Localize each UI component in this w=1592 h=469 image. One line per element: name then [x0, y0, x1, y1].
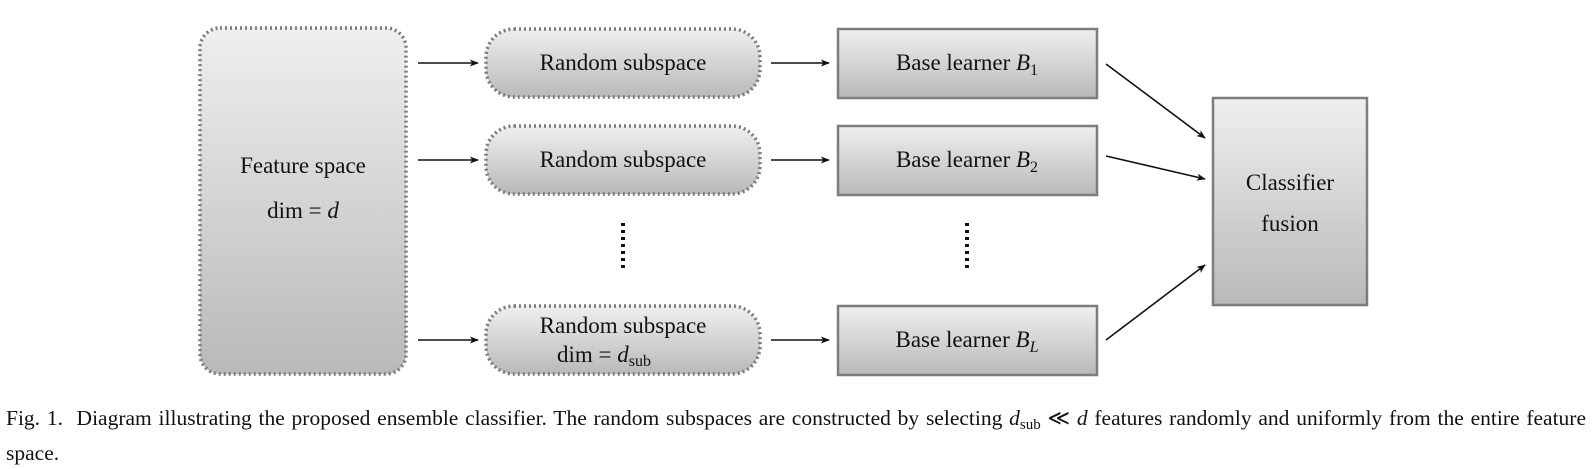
learner-label-L: Base learner BL — [895, 327, 1038, 356]
subspace-dim-L: dim = dsub — [557, 342, 651, 370]
subspace-label-1: Random subspace — [540, 50, 707, 75]
learner-label-1: Base learner B1 — [896, 50, 1038, 79]
learner-label-2: Base learner B2 — [896, 147, 1038, 176]
arrow-learner-2-to-fusion — [1105, 155, 1206, 181]
arrow-learner-L-to-fusion — [1105, 264, 1206, 341]
learner-box-2: Base learner B2 — [836, 124, 1099, 197]
subspace-box-2: Random subspace — [484, 124, 762, 196]
figure-caption: Fig. 1. Diagram illustrating the propose… — [6, 404, 1586, 467]
caption-var-d2: d — [1076, 406, 1088, 430]
subspace-box-L: Random subspace dim = dsub — [484, 304, 762, 376]
feature-space-dim: dim = d — [267, 198, 339, 223]
feature-space-box: Feature space dim = d — [198, 26, 408, 376]
feature-space-title: Feature space — [240, 153, 366, 178]
caption-text-after: features randomly and uniformly from the… — [6, 406, 1586, 465]
learner-box-L: Base learner BL — [836, 304, 1099, 377]
subspace-label-L: Random subspace — [540, 313, 707, 338]
classifier-fusion-box: Classifier fusion — [1211, 96, 1369, 307]
fusion-label-line1: Classifier — [1246, 170, 1334, 195]
fusion-label-line2: fusion — [1261, 211, 1319, 236]
figure-label: Fig. 1. — [6, 406, 63, 430]
caption-var-d: d — [1009, 406, 1020, 430]
subspace-label-2: Random subspace — [540, 147, 707, 172]
caption-text-before: Diagram illustrating the proposed ensemb… — [76, 406, 1010, 430]
subspace-box-1: Random subspace — [484, 27, 762, 99]
arrow-learner-1-to-fusion — [1105, 63, 1206, 139]
ensemble-diagram: Feature space dim = d Random subspace Ra… — [198, 26, 1369, 377]
caption-sub: sub — [1019, 417, 1041, 433]
caption-relation: ≪ — [1040, 406, 1077, 430]
learner-box-1: Base learner B1 — [836, 27, 1099, 100]
